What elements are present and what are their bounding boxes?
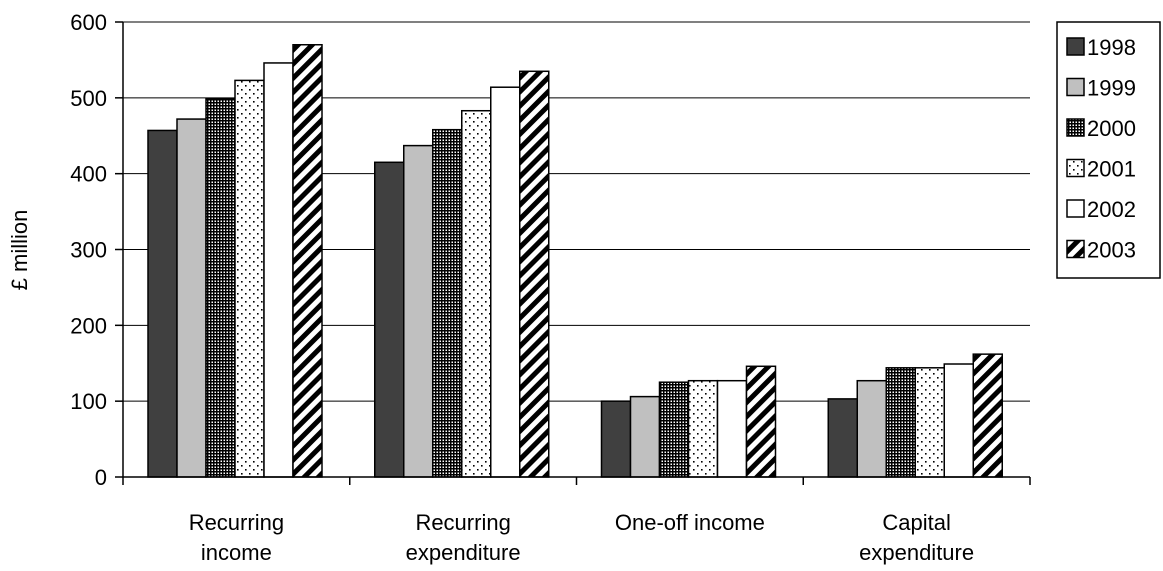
bar-2000-cat1 bbox=[205, 97, 236, 478]
legend-label-2002: 2002 bbox=[1087, 197, 1136, 222]
bar-2002-cat4 bbox=[943, 363, 974, 478]
y-tick-label: 500 bbox=[70, 86, 107, 111]
bar-2003-cat1 bbox=[292, 44, 323, 478]
x-category-label-line: Recurring bbox=[189, 510, 284, 535]
legend-swatch-2002 bbox=[1066, 199, 1085, 218]
bar-2001-cat4 bbox=[914, 367, 945, 478]
x-category-label: One-off income bbox=[615, 510, 765, 535]
x-category-label-line: One-off income bbox=[615, 510, 765, 535]
bar-2000-cat2 bbox=[432, 128, 463, 478]
bar-2000-cat4 bbox=[885, 367, 916, 478]
bar-2000-cat3 bbox=[658, 381, 690, 478]
y-tick-label: 200 bbox=[70, 313, 107, 338]
bar-2001-cat3 bbox=[687, 379, 719, 478]
y-axis-title: £ million bbox=[7, 210, 32, 291]
bar-2002-cat3 bbox=[716, 379, 748, 478]
legend-label-1998: 1998 bbox=[1087, 35, 1136, 60]
y-tick-label: 600 bbox=[70, 10, 107, 35]
axes bbox=[115, 21, 1031, 485]
x-category-label-line: Capital bbox=[882, 510, 950, 535]
bar-1998-cat4 bbox=[827, 398, 858, 478]
y-tick-label: 400 bbox=[70, 162, 107, 187]
x-category-label-line: Recurring bbox=[415, 510, 510, 535]
x-category-label-line: expenditure bbox=[406, 540, 521, 565]
bar-1999-cat2 bbox=[403, 144, 434, 478]
y-tick-label: 100 bbox=[70, 389, 107, 414]
bar-2002-cat1 bbox=[263, 62, 294, 478]
y-tick-label: 300 bbox=[70, 238, 107, 263]
legend-swatch-1998 bbox=[1066, 37, 1085, 56]
legend-swatch-2001 bbox=[1066, 158, 1085, 178]
x-category-label-line: expenditure bbox=[859, 540, 974, 565]
x-category-label-line: income bbox=[201, 540, 272, 565]
legend: 1998 1999 2000 2001 2002 2003 bbox=[1056, 21, 1161, 279]
legend-box bbox=[1056, 21, 1161, 279]
bar-1998-cat2 bbox=[374, 161, 405, 478]
bar-1999-cat1 bbox=[176, 118, 207, 478]
legend-label-2001: 2001 bbox=[1087, 157, 1136, 182]
legend-swatch-2003 bbox=[1066, 239, 1085, 259]
x-category-label: Recurring expenditure bbox=[406, 510, 521, 565]
bar-1999-cat4 bbox=[856, 379, 887, 478]
x-category-labels: Recurring income Recurring expenditure One-o… bbox=[189, 510, 974, 565]
y-tick-label: 0 bbox=[95, 465, 107, 490]
bars-group bbox=[147, 44, 1003, 478]
bar-1999-cat3 bbox=[629, 395, 661, 478]
y-tick-labels: 0 100 200 300 400 500 600 bbox=[70, 10, 107, 490]
bar-1998-cat3 bbox=[600, 400, 632, 478]
bar-2003-cat3 bbox=[745, 365, 777, 478]
legend-label-1999: 1999 bbox=[1087, 76, 1136, 101]
legend-swatch-1999 bbox=[1066, 77, 1085, 97]
legend-label-2000: 2000 bbox=[1087, 116, 1136, 141]
x-category-label: Capital expenditure bbox=[859, 510, 974, 565]
bar-2001-cat1 bbox=[234, 79, 265, 478]
legend-label-2003: 2003 bbox=[1087, 238, 1136, 263]
bar-2001-cat2 bbox=[461, 109, 492, 478]
x-category-label: Recurring income bbox=[189, 510, 284, 565]
bar-1998-cat1 bbox=[147, 129, 178, 478]
legend-swatch-2000 bbox=[1066, 118, 1085, 137]
bar-2002-cat2 bbox=[490, 86, 521, 478]
bar-2003-cat4 bbox=[972, 353, 1003, 478]
bar-2003-cat2 bbox=[519, 70, 550, 478]
